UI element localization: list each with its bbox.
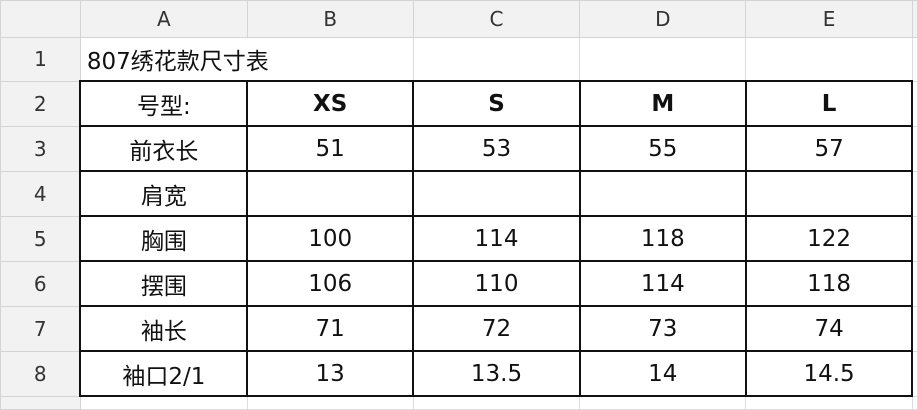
cell[interactable] xyxy=(911,80,918,127)
value-cell[interactable]: 100 xyxy=(246,215,415,262)
row-header[interactable]: 3 xyxy=(0,125,81,172)
row-header[interactable]: 8 xyxy=(0,350,81,397)
size-header-cell[interactable]: M xyxy=(578,80,747,127)
value-cell[interactable]: 14 xyxy=(578,350,747,397)
value-cell[interactable]: 74 xyxy=(744,305,914,352)
value-cell[interactable]: 53 xyxy=(412,125,581,172)
select-all-corner[interactable] xyxy=(0,0,81,38)
cell[interactable] xyxy=(911,350,918,397)
value-cell[interactable]: 71 xyxy=(246,305,415,352)
row-header[interactable]: 1 xyxy=(0,37,81,82)
value-cell[interactable]: 114 xyxy=(412,215,581,262)
size-header-cell[interactable]: L xyxy=(744,80,914,127)
measure-label-cell[interactable]: 胸围 xyxy=(79,215,249,262)
title-cell[interactable]: 807绣花款尺寸表 xyxy=(79,37,414,82)
cell[interactable] xyxy=(911,260,918,307)
value-cell[interactable]: 73 xyxy=(578,305,747,352)
cell[interactable] xyxy=(412,37,581,82)
size-label-cell[interactable]: 号型: xyxy=(79,80,249,127)
row-header[interactable]: 6 xyxy=(0,260,81,307)
measure-label-cell[interactable]: 摆围 xyxy=(79,260,249,307)
cell[interactable] xyxy=(911,37,918,82)
column-header-e[interactable]: E xyxy=(745,0,913,38)
table-row: 5 胸围 100 114 118 122 xyxy=(0,215,918,262)
measure-label-cell[interactable]: 袖口2/1 xyxy=(79,350,249,397)
cell[interactable] xyxy=(246,395,414,410)
row-header[interactable]: 5 xyxy=(0,215,81,262)
column-header-b[interactable]: B xyxy=(246,0,414,38)
cell[interactable] xyxy=(79,395,248,410)
cell[interactable] xyxy=(412,395,581,410)
measure-label-cell[interactable]: 袖长 xyxy=(79,305,249,352)
size-header-cell[interactable]: XS xyxy=(246,80,415,127)
table-row: 4 肩宽 xyxy=(0,170,918,217)
table-row: 7 袖长 71 72 73 74 xyxy=(0,305,918,352)
value-cell[interactable]: 118 xyxy=(578,215,747,262)
row-header[interactable]: 2 xyxy=(0,80,81,127)
column-header-a[interactable]: A xyxy=(79,0,248,38)
table-row: 8 袖口2/1 13 13.5 14 14.5 xyxy=(0,350,918,397)
row-header[interactable]: 7 xyxy=(0,305,81,352)
value-cell[interactable]: 55 xyxy=(578,125,747,172)
value-cell[interactable]: 114 xyxy=(578,260,747,307)
size-header-cell[interactable]: S xyxy=(412,80,581,127)
row-header[interactable]: 4 xyxy=(0,170,81,217)
value-cell[interactable]: 13.5 xyxy=(412,350,581,397)
table-row: 6 摆围 106 110 114 118 xyxy=(0,260,918,307)
measure-label-cell[interactable]: 肩宽 xyxy=(79,170,249,217)
value-cell[interactable]: 57 xyxy=(744,125,914,172)
cell[interactable] xyxy=(911,215,918,262)
value-cell[interactable]: 13 xyxy=(246,350,415,397)
cell[interactable] xyxy=(911,170,918,217)
table-row: 3 前衣长 51 53 55 57 xyxy=(0,125,918,172)
cell[interactable] xyxy=(911,125,918,172)
value-cell[interactable]: 51 xyxy=(246,125,415,172)
cell[interactable] xyxy=(745,395,913,410)
value-cell[interactable] xyxy=(246,170,415,217)
value-cell[interactable]: 72 xyxy=(412,305,581,352)
value-cell[interactable]: 106 xyxy=(246,260,415,307)
column-header-f[interactable] xyxy=(911,0,918,38)
column-header-c[interactable]: C xyxy=(412,0,581,38)
value-cell[interactable]: 110 xyxy=(412,260,581,307)
value-cell[interactable]: 14.5 xyxy=(744,350,914,397)
cell[interactable] xyxy=(911,305,918,352)
column-header-d[interactable]: D xyxy=(579,0,747,38)
cell[interactable] xyxy=(579,395,747,410)
value-cell[interactable] xyxy=(578,170,747,217)
cell[interactable] xyxy=(579,37,747,82)
measure-label-cell[interactable]: 前衣长 xyxy=(79,125,249,172)
cell[interactable] xyxy=(745,37,913,82)
row-header[interactable] xyxy=(0,395,81,410)
value-cell[interactable] xyxy=(412,170,581,217)
value-cell[interactable]: 122 xyxy=(744,215,914,262)
value-cell[interactable]: 118 xyxy=(744,260,914,307)
value-cell[interactable] xyxy=(744,170,914,217)
cell[interactable] xyxy=(911,395,918,410)
